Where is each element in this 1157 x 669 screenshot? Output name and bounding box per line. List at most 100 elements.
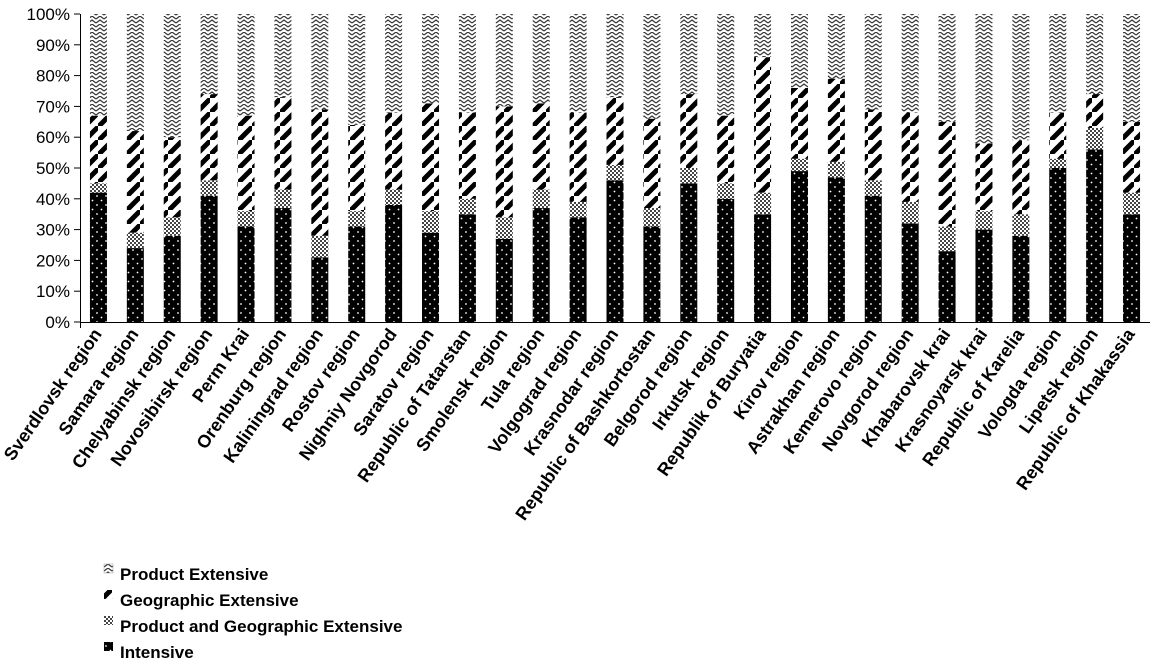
bar-segment-product-and-geographic-extensive bbox=[643, 208, 661, 227]
bar-segment-intensive bbox=[237, 226, 255, 322]
bar-stack-republic-of-karelia bbox=[1012, 14, 1030, 322]
legend-item-product-extensive: Product Extensive bbox=[103, 563, 268, 584]
bar-segment-geographic-extensive bbox=[458, 112, 476, 199]
legend-swatch bbox=[104, 616, 113, 625]
bar-segment-intensive bbox=[458, 214, 476, 322]
bar-segment-geographic-extensive bbox=[200, 94, 218, 181]
bar-segment-product-and-geographic-extensive bbox=[754, 192, 772, 215]
y-tick-label: 10% bbox=[36, 282, 70, 301]
bar-segment-intensive bbox=[1012, 235, 1030, 322]
bar-segment-product-extensive bbox=[1049, 14, 1067, 113]
bar-segment-intensive bbox=[606, 180, 624, 322]
bar-segment-product-and-geographic-extensive bbox=[1086, 127, 1104, 150]
bar-segment-intensive bbox=[569, 217, 587, 322]
bar-stack-nighniy-novgorod bbox=[385, 14, 403, 322]
bar-segment-product-extensive bbox=[1086, 14, 1104, 95]
bar-segment-product-and-geographic-extensive bbox=[717, 183, 735, 199]
bar-segment-product-extensive bbox=[163, 14, 181, 138]
bar-stack-sverdlovsk-region bbox=[89, 14, 107, 322]
legend-item-product-and-geographic-extensive: Product and Geographic Extensive bbox=[104, 616, 402, 636]
bar-segment-product-extensive bbox=[532, 14, 550, 104]
bar-stack-novosibirsk-region bbox=[200, 14, 218, 322]
bar-segment-geographic-extensive bbox=[827, 78, 845, 162]
bar-segment-geographic-extensive bbox=[680, 94, 698, 168]
bar-segment-intensive bbox=[680, 183, 698, 322]
bar-stack-kaliningrad-region bbox=[311, 14, 329, 322]
y-tick-label: 80% bbox=[36, 67, 70, 86]
bar-stack-tula-region bbox=[532, 14, 550, 322]
bar-stack-vologda-region bbox=[1049, 14, 1067, 322]
bar-segment-product-extensive bbox=[422, 14, 440, 104]
bar-segment-geographic-extensive bbox=[717, 115, 735, 184]
bars-group bbox=[89, 14, 1141, 322]
bar-segment-geographic-extensive bbox=[901, 112, 919, 202]
bar-segment-geographic-extensive bbox=[1123, 121, 1141, 193]
bar-segment-geographic-extensive bbox=[532, 103, 550, 190]
bar-stack-saratov-region bbox=[422, 14, 440, 322]
bar-segment-intensive bbox=[163, 235, 181, 322]
bar-segment-intensive bbox=[1123, 214, 1141, 322]
y-axis: 0% 10% 20% 30% 40% 50% 60% 70% 80% 90% 100% bbox=[27, 5, 81, 332]
bar-segment-product-extensive bbox=[827, 14, 845, 79]
bar-stack-lipetsk-region bbox=[1086, 14, 1104, 322]
bar-segment-product-and-geographic-extensive bbox=[790, 158, 808, 172]
bar-segment-product-and-geographic-extensive bbox=[237, 211, 255, 227]
bar-segment-intensive bbox=[1049, 168, 1067, 322]
bar-segment-geographic-extensive bbox=[348, 124, 366, 212]
bar-segment-product-and-geographic-extensive bbox=[458, 198, 476, 215]
bar-stack-perm-krai bbox=[237, 14, 255, 322]
bar-stack-belgorod-region bbox=[680, 14, 698, 322]
bar-segment-product-extensive bbox=[495, 14, 513, 107]
bar-segment-product-and-geographic-extensive bbox=[163, 217, 181, 236]
bar-segment-intensive bbox=[938, 251, 956, 322]
bar-segment-intensive bbox=[975, 229, 993, 322]
y-tick-label: 50% bbox=[36, 159, 70, 178]
bar-segment-intensive bbox=[89, 192, 107, 322]
bar-stack-krasnoyarsk-krai bbox=[975, 14, 993, 322]
bar-segment-intensive bbox=[311, 257, 329, 322]
bar-segment-geographic-extensive bbox=[975, 143, 993, 212]
bar-stack-novgorod-region bbox=[901, 14, 919, 322]
bar-segment-product-and-geographic-extensive bbox=[274, 189, 292, 209]
bar-stack-krasnodar-region bbox=[606, 14, 624, 322]
bar-segment-product-and-geographic-extensive bbox=[385, 189, 403, 205]
bar-segment-intensive bbox=[422, 232, 440, 322]
bar-segment-product-extensive bbox=[643, 14, 661, 119]
bar-segment-product-and-geographic-extensive bbox=[532, 189, 550, 209]
bar-stack-kirov-region bbox=[790, 14, 808, 322]
bar-segment-product-and-geographic-extensive bbox=[1012, 214, 1030, 236]
legend: Product Extensive Geographic Extensive Pro… bbox=[103, 563, 402, 662]
legend-item-intensive: Intensive bbox=[104, 642, 194, 662]
bar-segment-intensive bbox=[790, 171, 808, 322]
bar-segment-geographic-extensive bbox=[163, 137, 181, 218]
bar-segment-product-extensive bbox=[200, 14, 218, 95]
bar-stack-volgograd-region bbox=[569, 14, 587, 322]
legend-swatch bbox=[103, 563, 114, 574]
legend-label: Product and Geographic Extensive bbox=[120, 617, 402, 636]
bar-segment-product-and-geographic-extensive bbox=[938, 226, 956, 252]
bar-segment-product-and-geographic-extensive bbox=[495, 217, 513, 239]
bar-segment-product-extensive bbox=[89, 14, 107, 116]
bar-segment-intensive bbox=[754, 214, 772, 322]
bar-segment-intensive bbox=[200, 195, 218, 322]
bar-segment-product-and-geographic-extensive bbox=[680, 168, 698, 184]
bar-segment-product-extensive bbox=[126, 14, 144, 132]
legend-swatch bbox=[104, 590, 113, 599]
bar-segment-geographic-extensive bbox=[126, 131, 144, 233]
bar-segment-product-extensive bbox=[385, 14, 403, 113]
bar-segment-geographic-extensive bbox=[754, 57, 772, 193]
y-tick-label: 70% bbox=[36, 97, 70, 116]
bar-segment-product-extensive bbox=[901, 14, 919, 113]
bar-segment-geographic-extensive bbox=[569, 112, 587, 202]
bar-segment-product-and-geographic-extensive bbox=[1123, 192, 1141, 215]
bar-segment-intensive bbox=[495, 238, 513, 322]
bar-segment-geographic-extensive bbox=[274, 97, 292, 190]
bar-segment-product-extensive bbox=[790, 14, 808, 88]
bar-segment-intensive bbox=[532, 208, 550, 322]
bar-stack-rostov-region bbox=[348, 14, 366, 322]
y-tick-label: 60% bbox=[36, 128, 70, 147]
bar-segment-intensive bbox=[717, 198, 735, 322]
bar-segment-product-extensive bbox=[1012, 14, 1030, 141]
